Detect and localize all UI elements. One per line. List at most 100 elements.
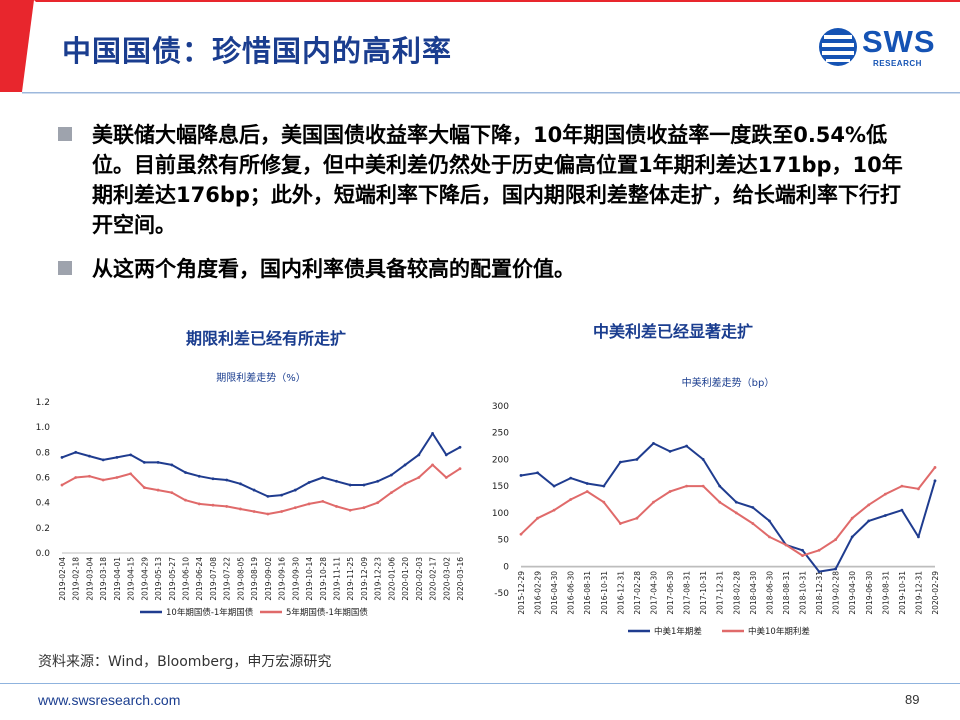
bullet-text: 美联储大幅降息后，美国国债收益率大幅下降，10年期国债收益率一度跌至0.54%低… (92, 123, 903, 237)
x-tick-label: 2019-09-30 (291, 557, 300, 601)
data-point (280, 510, 283, 513)
data-point (348, 483, 352, 487)
data-point (883, 492, 887, 496)
data-point (170, 491, 174, 494)
x-tick-label: 2019-04-01 (113, 557, 122, 601)
data-point (211, 503, 215, 507)
x-tick-label: 2019-06-10 (182, 557, 191, 601)
data-point (536, 471, 539, 475)
y-tick-label: 0.8 (36, 448, 51, 458)
data-point (444, 453, 448, 457)
data-point (850, 516, 854, 520)
x-tick-label: 2017-06-30 (666, 571, 675, 615)
y-tick-label: 0.2 (36, 524, 50, 534)
bullet-list: 美联储大幅降息后，美国国债收益率大幅下降，10年期国债收益率一度跌至0.54%低… (58, 120, 918, 284)
x-tick-label: 2019-04-15 (127, 557, 136, 601)
data-point (618, 460, 622, 464)
y-tick-label: 150 (492, 482, 509, 492)
x-tick-label: 2019-12-23 (374, 557, 383, 601)
data-point (652, 500, 655, 504)
data-point (376, 501, 380, 505)
x-tick-label: 2016-08-31 (583, 571, 592, 615)
data-point (917, 535, 920, 539)
data-point (362, 506, 366, 510)
data-point (321, 500, 325, 503)
data-point (751, 522, 755, 525)
cn-us-spread-chart: 中美利差走势（bp） -50 0 50 100 150 200 250 300 2015-12-2… (492, 376, 940, 637)
square-bullet-icon (58, 261, 72, 275)
x-tick-label: 2018-02-28 (732, 571, 741, 615)
x-tick-label: 2019-05-13 (154, 557, 163, 601)
data-point (519, 532, 523, 536)
bullet-item: 美联储大幅降息后，美国国债收益率大幅下降，10年期国债收益率一度跌至0.54%低… (58, 120, 918, 240)
data-point (652, 442, 655, 445)
x-tick-label: 2015-12-29 (517, 571, 526, 615)
data-point (417, 476, 421, 479)
data-point (211, 477, 215, 481)
data-point (536, 516, 539, 520)
x-tick-label: 2019-06-30 (865, 571, 874, 615)
square-bullet-icon (58, 127, 72, 141)
data-point (635, 516, 639, 520)
x-tick-label: 2019-04-29 (140, 557, 149, 601)
page-number: 89 (905, 692, 920, 707)
data-point (225, 478, 229, 482)
x-tick-label: 2019-05-27 (168, 557, 177, 601)
legend-label: 10年期国债-1年期国债 (166, 607, 254, 618)
data-point (293, 506, 297, 510)
data-point (156, 461, 160, 464)
x-tick-label: 2019-07-22 (223, 557, 232, 601)
data-point (734, 511, 738, 515)
x-tick-label: 2018-08-31 (782, 571, 791, 615)
data-point (252, 510, 256, 513)
data-point (184, 498, 187, 502)
series-line (61, 463, 461, 515)
data-point (252, 488, 256, 492)
sws-logo: SWS RESEARCH (818, 22, 942, 72)
data-point (784, 543, 788, 547)
data-point (60, 483, 64, 487)
data-point (417, 453, 421, 457)
x-tick-label: 2016-12-31 (616, 571, 625, 615)
x-tick-label: 2019-04-30 (848, 571, 857, 615)
series-line (61, 432, 461, 498)
data-point (115, 476, 119, 479)
header-decoration (0, 0, 960, 94)
x-tick-label: 2019-10-31 (898, 571, 907, 615)
data-point (403, 482, 407, 486)
logo-mark-icon (819, 28, 857, 66)
data-point (115, 455, 119, 459)
x-tick-label: 2018-06-30 (765, 571, 774, 615)
data-point (552, 508, 556, 512)
logo-subtitle: RESEARCH (873, 59, 922, 68)
bullet-text: 从这两个角度看，国内利率债具备较高的配置价值。 (92, 257, 575, 281)
data-point (170, 463, 174, 467)
data-point (335, 505, 338, 508)
x-tick-label: 2020-03-16 (456, 557, 465, 601)
x-tick-label: 2019-03-18 (99, 557, 108, 601)
data-point (293, 488, 297, 492)
data-point (900, 508, 904, 512)
data-point (900, 484, 904, 488)
data-point (817, 548, 821, 552)
data-point (129, 453, 133, 457)
data-point (307, 481, 311, 484)
data-point (701, 484, 705, 488)
data-point (101, 458, 105, 462)
chart-heading-cn-us-spread: 中美利差已经显著走扩 (593, 322, 754, 341)
x-tick-label: 2020-01-06 (387, 557, 396, 601)
y-tick-label: 1.2 (36, 398, 50, 408)
x-tick-label: 2017-04-30 (649, 571, 658, 615)
data-point (701, 458, 705, 461)
data-point (685, 484, 688, 488)
data-point (718, 484, 722, 488)
y-tick-label: 200 (492, 455, 509, 465)
x-tick-label: 2016-06-30 (567, 571, 576, 615)
data-point (569, 476, 573, 480)
data-point (751, 506, 755, 509)
x-tick-label: 2019-12-31 (914, 571, 923, 615)
data-point (768, 535, 771, 539)
data-point (569, 498, 573, 501)
data-point (129, 472, 133, 476)
data-point (685, 444, 688, 448)
